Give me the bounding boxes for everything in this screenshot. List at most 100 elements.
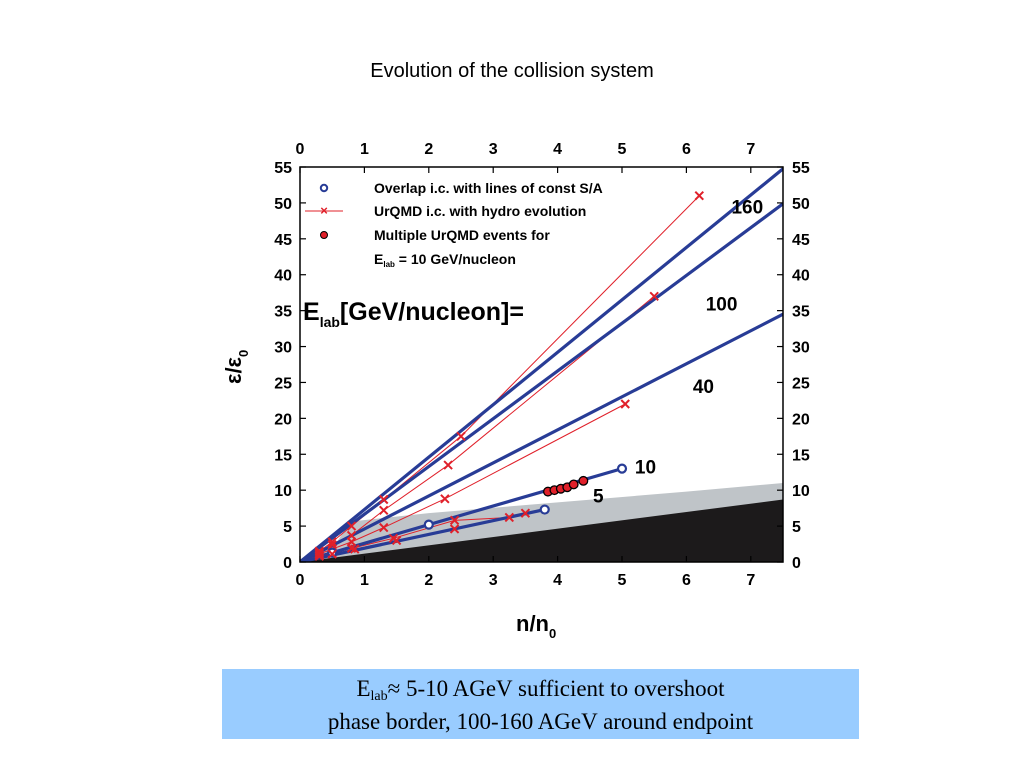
y-tick-label-right: 20 — [792, 411, 810, 428]
hydro-cross-160-5 — [694, 191, 704, 201]
cross-stroke — [314, 551, 325, 561]
cross-stroke — [440, 494, 450, 504]
x-tick-label-bottom: 7 — [746, 572, 755, 589]
y-tick-label-left: 0 — [283, 555, 292, 572]
const-sa-line-5 — [300, 508, 546, 562]
legend-filled-circle-marker — [320, 231, 328, 239]
cross-stroke — [649, 291, 659, 301]
y-tick-label-right: 0 — [792, 555, 801, 572]
hydro-cross-40-5 — [620, 399, 630, 409]
hydro-cross-5-3 — [391, 535, 402, 546]
cross-stroke — [620, 399, 630, 409]
x-axis-label: n/n0 — [516, 611, 556, 641]
x-tick-label-top: 1 — [360, 141, 369, 158]
const-sa-line-40 — [300, 312, 783, 562]
hydro-cross-40-3 — [379, 522, 389, 533]
multiple-event-4 — [568, 479, 579, 490]
caption-line-1: Elab≈ 5-10 AGeV sufficient to overshoot — [356, 676, 725, 704]
y-tick-label-left: 20 — [274, 411, 292, 428]
y-tick-label-left: 25 — [274, 375, 292, 392]
x-tick-label-bottom: 6 — [682, 572, 691, 589]
x-tick-label-top: 3 — [489, 141, 498, 158]
cross-stroke — [379, 522, 389, 533]
x-tick-label-bottom: 0 — [296, 572, 305, 589]
x-tick-label-top: 4 — [553, 141, 562, 158]
y-tick-label-left: 30 — [274, 340, 292, 357]
y-tick-label-right: 50 — [792, 196, 810, 213]
energy-heading: Elab[GeV/nucleon]= — [303, 298, 524, 330]
hydro-cross-160-3 — [379, 494, 389, 505]
y-tick-label-right: 25 — [792, 375, 810, 392]
cross-stroke — [327, 537, 337, 547]
y-tick-label-right: 10 — [792, 483, 810, 500]
y-tick-label-right: 35 — [792, 304, 810, 321]
cross-stroke — [379, 494, 389, 505]
series-label-160: 160 — [731, 198, 763, 219]
hydro-cross-40-4 — [440, 494, 450, 504]
x-tick-label-bottom: 1 — [360, 572, 369, 589]
slide-title: Evolution of the collision system — [370, 60, 654, 82]
y-tick-label-right: 55 — [792, 160, 810, 177]
cross-stroke — [379, 505, 389, 515]
legend-open-circle-marker — [319, 183, 329, 193]
cross-stroke — [520, 508, 531, 518]
x-tick-label-bottom: 5 — [618, 572, 627, 589]
hydro-cross-5-2 — [350, 544, 360, 554]
x-tick-label-bottom: 3 — [489, 572, 498, 589]
series-labels: 160 100 40 10 5 — [593, 198, 763, 508]
overlap-circle-10-0 — [327, 547, 338, 558]
y-tick-label-left: 50 — [274, 196, 292, 213]
cross-stroke — [443, 460, 453, 470]
cross-stroke — [449, 524, 460, 534]
hydro-cross-160-2 — [346, 521, 357, 531]
hydro-cross-160-4 — [456, 431, 466, 442]
plot-frame — [299, 166, 784, 563]
series-label-5: 5 — [593, 486, 604, 507]
legend-label-hydro: UrQMD i.c. with hydro evolution — [374, 203, 586, 219]
x-tick-label-top: 0 — [296, 141, 305, 158]
series-label-10: 10 — [635, 458, 656, 479]
cross-stroke — [350, 544, 360, 554]
series-markers — [314, 191, 704, 561]
phase-diagram-regions — [300, 483, 783, 562]
series-label-40: 40 — [693, 377, 714, 398]
hydro-cross-160-1 — [327, 537, 337, 547]
cross-stroke — [327, 549, 337, 559]
overlap-circle-5-0 — [539, 504, 550, 515]
x-tick-label-top: 6 — [682, 141, 691, 158]
series-label-100: 100 — [706, 295, 738, 316]
cross-stroke — [449, 515, 460, 526]
hydro-cross-100-4 — [443, 460, 453, 470]
hydro-cross-10-5 — [504, 512, 515, 523]
y-axis-label: ε/ε0 — [221, 350, 251, 384]
hydro-cross-5-5 — [520, 508, 531, 518]
overlap-circle-10-2 — [616, 463, 628, 474]
y-tick-label-left: 10 — [274, 483, 292, 500]
y-tick-label-left: 15 — [274, 447, 292, 464]
caption-box: Elab≈ 5-10 AGeV sufficient to overshoot … — [222, 669, 859, 739]
y-tick-label-left: 55 — [274, 160, 292, 177]
legend-label-elab: Elab = 10 GeV/nucleon — [374, 251, 516, 269]
y-tick-label-left: 35 — [274, 304, 292, 321]
cross-stroke — [456, 431, 466, 442]
cross-stroke — [694, 191, 704, 201]
x-tick-label-top: 7 — [746, 141, 755, 158]
legend: Overlap i.c. with lines of const S/A × U… — [305, 180, 603, 269]
hydro-cross-40-0 — [314, 549, 325, 559]
cross-stroke — [391, 535, 402, 546]
legend-cross-marker: × — [320, 203, 328, 218]
y-tick-label-right: 45 — [792, 232, 810, 249]
x-tick-label-bottom: 2 — [424, 572, 433, 589]
hydro-cross-5-4 — [449, 524, 460, 534]
cross-stroke — [346, 543, 357, 554]
cross-stroke — [346, 521, 357, 531]
overlap-circle-10-1 — [423, 519, 434, 530]
hydro-cross-100-5 — [649, 291, 659, 301]
legend-label-multiple: Multiple UrQMD events for — [374, 227, 550, 243]
hadron-phase-region — [300, 499, 783, 562]
x-tick-label-top: 2 — [424, 141, 433, 158]
cross-stroke — [504, 512, 515, 523]
y-tick-label-left: 5 — [283, 519, 292, 536]
